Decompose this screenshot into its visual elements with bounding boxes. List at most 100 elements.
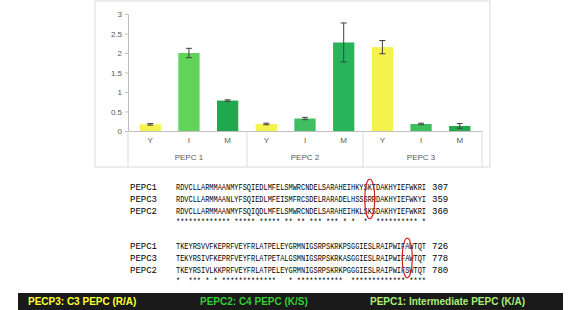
error-bar-cap xyxy=(302,117,308,118)
banner-text: PEPC2: C4 PEPC (K/S) xyxy=(200,296,308,307)
error-bar-cap xyxy=(341,22,347,23)
y-tick: 2 xyxy=(118,49,128,58)
highlight xyxy=(402,238,412,278)
bar xyxy=(178,53,199,131)
error-bar-cap xyxy=(147,123,153,124)
error-bar-cap xyxy=(186,57,192,58)
error-bar-cap xyxy=(379,53,385,54)
sequence-end: 726 xyxy=(432,242,448,252)
error-bar xyxy=(379,41,385,54)
error-bar xyxy=(186,48,192,57)
alignment-block: PEPC1 RDVCLLARMMAANMYFSQIEDLMFELSMWRCNDEL… xyxy=(130,179,448,228)
conservation: ************* ***** ***** ** ** *** *** … xyxy=(176,218,426,228)
y-axis-line xyxy=(125,15,129,132)
x-tick-label: M xyxy=(340,136,347,145)
plot-area xyxy=(140,23,471,131)
error-bar-cap xyxy=(263,124,269,125)
bar xyxy=(372,47,393,131)
group-divider xyxy=(363,131,364,167)
y-tick: 2.5 xyxy=(111,30,128,39)
error-bar xyxy=(457,124,463,129)
y-tick-mark xyxy=(125,14,128,15)
error-bar xyxy=(302,117,308,119)
error-bar-cap xyxy=(379,40,385,41)
y-tick-label: 3 xyxy=(118,10,123,19)
error-bar-cap xyxy=(457,123,463,124)
error-bar-cap xyxy=(302,119,308,120)
y-tick-mark xyxy=(125,53,128,54)
sequence-name: PEPC3 xyxy=(130,254,157,264)
x-tick: M xyxy=(456,131,463,145)
conservation: * *** * * ************* * *********** **… xyxy=(176,277,426,287)
sequence: TEKYRSIVFKEPRFVEYFRLATPETALGSMNIGSRPSKRK… xyxy=(176,254,426,264)
error-bar-cap xyxy=(147,125,153,126)
x-tick-label: Y xyxy=(148,136,154,145)
y-axis: 0 0.5 1 1.5 2 2.5 3 xyxy=(111,10,129,136)
error-bar-stem xyxy=(343,23,344,62)
bar xyxy=(140,124,161,131)
bar xyxy=(256,124,277,131)
y-tick-label: 0 xyxy=(118,127,123,136)
error-bar-cap xyxy=(457,128,463,129)
error-bar-cap xyxy=(418,124,424,125)
x-tick-label: I xyxy=(304,136,306,145)
sequence-end: 778 xyxy=(432,254,448,264)
x-tick-label: M xyxy=(456,136,463,145)
error-bar-stem xyxy=(382,41,383,54)
y-tick: 0.5 xyxy=(111,108,128,117)
group-divider xyxy=(246,131,247,167)
y-tick: 1 xyxy=(118,88,128,97)
x-tick: I xyxy=(188,131,190,145)
y-tick-label: 0.5 xyxy=(111,108,123,117)
x-tick: M xyxy=(340,131,347,145)
x-tick: M xyxy=(224,131,231,145)
error-bar-cap xyxy=(225,101,231,102)
y-tick-label: 2 xyxy=(118,49,123,58)
sequence-end: 359 xyxy=(432,195,448,205)
group-divider xyxy=(128,131,129,167)
x-tick: Y xyxy=(148,131,154,145)
y-tick-label: 2.5 xyxy=(111,30,123,39)
error-bar-stem xyxy=(188,48,189,57)
sequence-end: 780 xyxy=(432,266,448,276)
sequence: RDVCLLARMMAANMYFSQIEDLMFELSMWRCNDELSARAH… xyxy=(176,183,426,193)
group-label: PEPC 2 xyxy=(291,153,320,162)
banner-text: PECP3: C3 PEPC (R/A) xyxy=(28,296,136,307)
sequence: RDVCLLARMMAANMYFSQIQDLMFELSMWRCNDELSARAH… xyxy=(176,207,426,217)
sequence-name: PEPC2 xyxy=(130,207,157,217)
y-tick-mark xyxy=(125,34,128,35)
figure: 00.511.522.53YIMYIMYIMPEPC 1PEPC 2PEPC 3… xyxy=(0,0,581,310)
y-tick-mark xyxy=(125,112,128,113)
sequence-name: PEPC2 xyxy=(130,266,157,276)
sequence-end: 307 xyxy=(432,183,448,193)
error-bar-cap xyxy=(225,99,231,100)
sequence: RDVCLLARMMAANLYFSQIEDLMFEISMFRCSDELRARAD… xyxy=(176,195,426,205)
sequence-name: PEPC1 xyxy=(130,183,157,193)
sequence-end: 360 xyxy=(432,207,448,217)
y-tick: 3 xyxy=(118,10,128,19)
x-tick: I xyxy=(304,131,306,145)
error-bar-cap xyxy=(341,61,347,62)
chart-frame xyxy=(95,1,490,167)
bar xyxy=(217,101,238,131)
bar xyxy=(410,124,431,131)
x-axis: YIMYIMYIM xyxy=(129,131,483,145)
banner xyxy=(18,293,563,310)
error-bar-cap xyxy=(418,123,424,124)
sequence-name: PEPC1 xyxy=(130,242,157,252)
error-bar-cap xyxy=(263,123,269,124)
banner-text: PEPC1: Intermediate PEPC (K/A) xyxy=(370,296,525,307)
error-bar xyxy=(341,23,347,62)
alignment-block: PEPC1 TKEYRSVVFKEPRFVEYFRLATPELEYGRMNIGSR… xyxy=(130,238,448,287)
x-tick-label: Y xyxy=(264,136,270,145)
y-tick-label: 1 xyxy=(118,88,123,97)
y-tick: 1.5 xyxy=(111,69,128,78)
group-divider xyxy=(482,131,483,167)
sequence-name: PEPC3 xyxy=(130,195,157,205)
x-tick: Y xyxy=(264,131,270,145)
error-bar xyxy=(263,123,269,125)
y-tick-label: 1.5 xyxy=(111,69,123,78)
error-bar xyxy=(225,100,231,102)
sequence: TKEYRSVVFKEPRFVEYFRLATPELEYGRMNIGSRPSKRK… xyxy=(176,242,426,252)
error-bar-cap xyxy=(186,48,192,49)
